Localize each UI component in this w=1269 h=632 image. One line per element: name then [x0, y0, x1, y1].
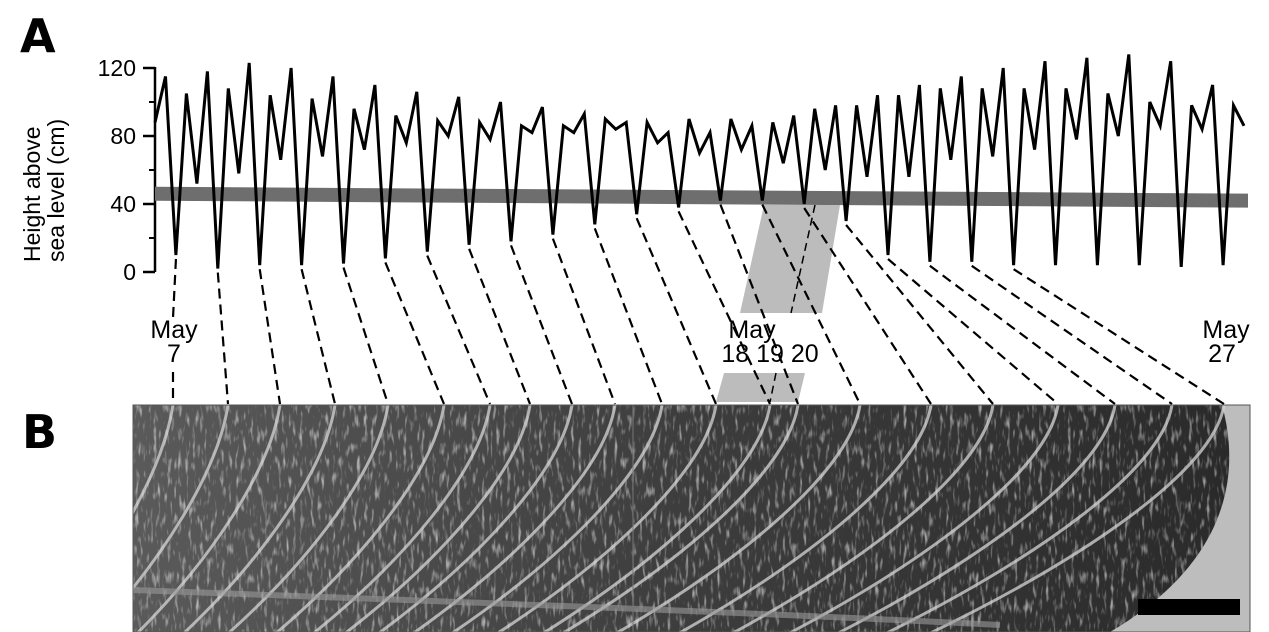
shell-micrograph — [133, 405, 1250, 632]
mean-level-band — [155, 186, 1248, 208]
growth-band — [227, 405, 390, 632]
connector-line — [1013, 268, 1225, 405]
date-label-1-month: May — [150, 316, 198, 344]
panel-label-b: B — [22, 405, 57, 459]
tide-height-line — [153, 54, 1246, 269]
growth-band — [344, 405, 532, 632]
connector-line — [300, 268, 337, 405]
y-axis-label-line2: sea level (cm) — [43, 119, 69, 262]
growth-band — [275, 405, 446, 632]
connector-line — [677, 210, 771, 405]
connector-line — [509, 245, 574, 405]
connector-line — [719, 204, 800, 405]
connector-line — [971, 264, 1173, 405]
y-tick-label: 40 — [110, 191, 136, 217]
date-label-3-month: May — [1202, 316, 1250, 344]
y-axis-ticks: 0 40 80 120 — [98, 55, 155, 285]
connector-line — [887, 258, 1059, 405]
connector-line — [929, 264, 1116, 405]
highlight-patch-upper — [740, 205, 840, 313]
connector-line — [761, 204, 861, 405]
connector-line — [342, 267, 390, 405]
date-label-2-day: 18 19 20 — [721, 340, 818, 368]
growth-band — [133, 405, 175, 515]
growth-band — [678, 405, 933, 632]
connector-line — [803, 207, 932, 405]
growth-band — [885, 405, 1174, 632]
growth-band — [929, 405, 1226, 632]
y-axis-label-line1: Height above — [19, 126, 45, 262]
connector-line — [384, 261, 446, 405]
growth-band — [136, 405, 282, 632]
growth-band — [182, 405, 337, 632]
date-label-1-day: 7 — [167, 340, 181, 368]
y-tick-label: 120 — [98, 55, 136, 81]
date-label-2-month: May — [728, 316, 776, 344]
connector-line — [171, 258, 178, 404]
micrograph-frame — [132, 404, 1251, 632]
connector-line — [845, 224, 994, 405]
highlight-patch-lower — [716, 373, 805, 402]
date-label-3-day: 27 — [1208, 340, 1236, 368]
growth-band — [731, 405, 995, 632]
connector-line — [635, 217, 718, 405]
growth-band — [312, 405, 492, 632]
connector-line — [468, 248, 532, 405]
growth-band — [788, 405, 1060, 632]
growth-band — [412, 405, 617, 632]
growth-band — [377, 405, 574, 632]
y-tick-label: 80 — [110, 123, 136, 149]
growth-line-connectors — [171, 204, 1225, 405]
growth-band — [451, 405, 664, 632]
scale-bar — [1138, 599, 1240, 615]
connector-line — [258, 269, 282, 405]
growth-band — [133, 405, 230, 591]
growth-band — [836, 405, 1117, 632]
panel-label-a: A — [20, 9, 56, 63]
connector-line — [216, 272, 230, 405]
y-tick-label: 0 — [123, 259, 136, 285]
connector-line — [426, 255, 492, 405]
day-connector-mid-lower — [769, 372, 777, 403]
connector-line — [551, 238, 617, 405]
day-connector-mid — [790, 204, 816, 314]
